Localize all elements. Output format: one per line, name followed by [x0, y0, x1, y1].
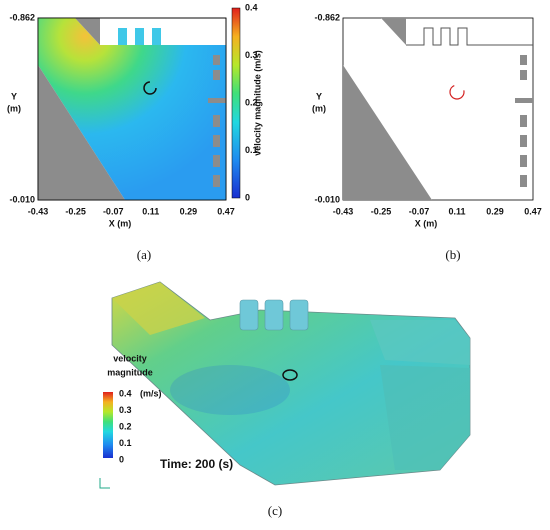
y-tick-label: -0.010: [9, 194, 35, 204]
x-tick-label: 0.11: [142, 206, 159, 216]
legend-tick: 0.2: [119, 421, 132, 431]
x-axis-label: X (m): [109, 218, 132, 228]
panel-a: [37, 7, 241, 201]
x-tick-label: -0.43: [28, 206, 49, 216]
x-tick-label: 0.47: [217, 206, 235, 216]
y-axis-label: Y: [11, 91, 17, 101]
x-tick-label: -0.07: [103, 206, 124, 216]
legend-tick: 0.3: [119, 405, 132, 415]
y-axis-label: (m): [312, 103, 326, 113]
x-axis-label: X (m): [415, 218, 438, 228]
colorbar-tick: 0.2: [245, 97, 258, 107]
legend-tick: 0: [119, 454, 124, 464]
x-tick-label: -0.25: [371, 206, 392, 216]
legend-title: magnitude: [107, 367, 153, 377]
x-tick-label: -0.07: [409, 206, 430, 216]
y-tick-label: -0.862: [314, 12, 340, 22]
panel-c: [99, 281, 471, 489]
legend-title: velocity: [113, 353, 147, 363]
colorbar-tick: 0.4: [245, 2, 258, 12]
y-tick-label: -0.010: [314, 194, 340, 204]
x-tick-label: 0.29: [486, 206, 504, 216]
y-tick-label: -0.862: [9, 12, 35, 22]
time-label: Time: 200 (s): [160, 457, 233, 471]
colorbar-tick: 0.3: [245, 50, 258, 60]
cap-a: (a): [137, 247, 151, 262]
colorbar-title: velocity magnitude (m/s): [252, 50, 262, 156]
y-axis-label: Y: [316, 91, 322, 101]
x-tick-label: -0.43: [333, 206, 354, 216]
legend-tick: 0.1: [119, 438, 132, 448]
x-tick-label: -0.25: [65, 206, 86, 216]
colorbar-tick: 0: [245, 192, 250, 202]
x-tick-label: 0.47: [524, 206, 542, 216]
legend-tick: 0.4: [119, 388, 132, 398]
x-tick-label: 0.29: [180, 206, 198, 216]
cap-c: (c): [268, 503, 282, 518]
x-tick-label: 0.11: [448, 206, 465, 216]
legend-unit: (m/s): [140, 388, 162, 398]
cap-b: (b): [445, 247, 460, 262]
y-axis-label: (m): [7, 103, 21, 113]
colorbar-tick: 0.1: [245, 145, 258, 155]
panel-b: [342, 17, 534, 201]
